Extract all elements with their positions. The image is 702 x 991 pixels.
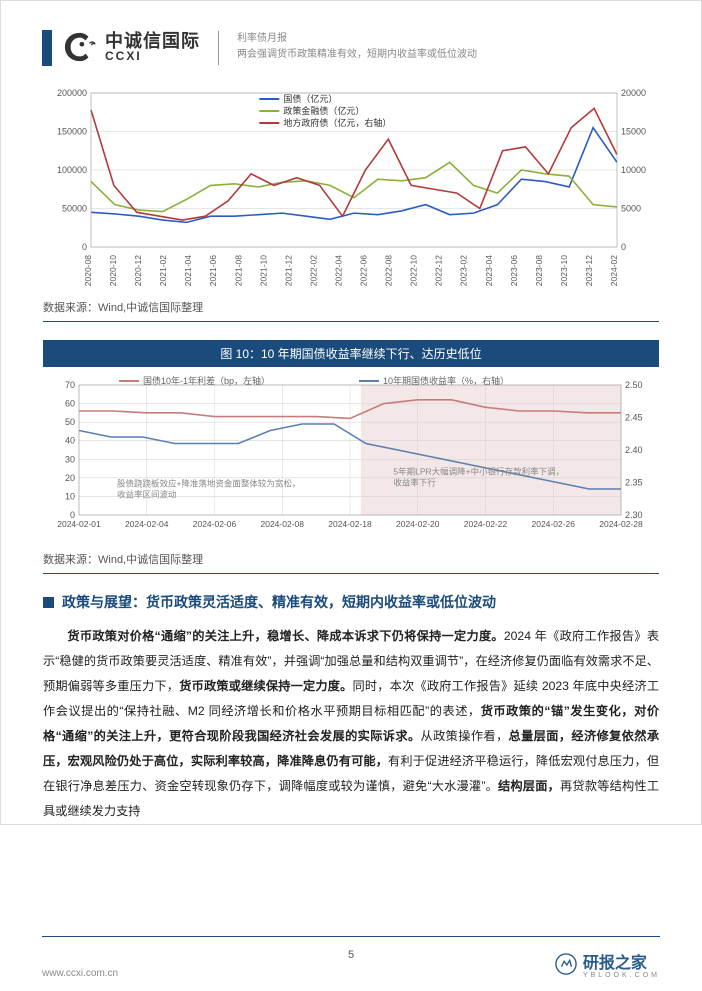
watermark: 研报之家 YBLOOK.COM bbox=[555, 949, 660, 979]
svg-text:2021-06: 2021-06 bbox=[208, 255, 218, 286]
header-divider bbox=[218, 31, 219, 65]
footer-rule bbox=[42, 936, 660, 937]
svg-text:2024-02-20: 2024-02-20 bbox=[396, 519, 440, 529]
svg-text:2022-06: 2022-06 bbox=[359, 255, 369, 286]
svg-text:2020-12: 2020-12 bbox=[133, 255, 143, 286]
svg-text:100000: 100000 bbox=[57, 165, 87, 175]
svg-text:2022-08: 2022-08 bbox=[384, 255, 394, 286]
logo-text: 中诚信国际 CCXI bbox=[105, 32, 200, 62]
svg-text:5000: 5000 bbox=[621, 204, 641, 214]
svg-text:2.50: 2.50 bbox=[625, 380, 643, 390]
logo-en: CCXI bbox=[105, 50, 200, 62]
svg-text:10: 10 bbox=[65, 491, 75, 501]
section-heading: 政策与展望：货币政策灵活适度、精准有效，短期内收益率或低位波动 bbox=[43, 592, 659, 612]
svg-text:2023-04: 2023-04 bbox=[484, 255, 494, 286]
svg-text:地方政府债（亿元，右轴）: 地方政府债（亿元，右轴） bbox=[283, 117, 391, 128]
bullet-square-icon bbox=[43, 597, 54, 608]
page-header: 中诚信国际 CCXI 利率债月报 两会强调货币政策精准有效，短期内收益率或低位波… bbox=[43, 31, 659, 75]
chart2-svg: 0102030405060702.302.352.402.452.502024-… bbox=[43, 367, 661, 547]
svg-text:2020-08: 2020-08 bbox=[83, 255, 93, 286]
svg-text:2022-12: 2022-12 bbox=[434, 255, 444, 286]
svg-text:2024-02-01: 2024-02-01 bbox=[57, 519, 101, 529]
svg-text:2021-12: 2021-12 bbox=[283, 255, 293, 286]
svg-text:150000: 150000 bbox=[57, 127, 87, 137]
chart1-source: 数据来源：Wind,中诚信国际整理 bbox=[43, 295, 659, 322]
footer-url: www.ccxi.com.cn bbox=[42, 968, 118, 979]
svg-text:0: 0 bbox=[621, 242, 626, 252]
svg-text:2.40: 2.40 bbox=[625, 445, 643, 455]
svg-text:70: 70 bbox=[65, 380, 75, 390]
svg-text:2024-02-26: 2024-02-26 bbox=[532, 519, 576, 529]
svg-text:10年期国债收益率（%，右轴）: 10年期国债收益率（%，右轴） bbox=[383, 375, 509, 386]
svg-text:2021-04: 2021-04 bbox=[183, 255, 193, 286]
svg-text:2024-02-04: 2024-02-04 bbox=[125, 519, 169, 529]
chart2-title-bar: 图 10：10 年期国债收益率继续下行、达历史低位 bbox=[43, 340, 659, 367]
svg-text:2.35: 2.35 bbox=[625, 478, 643, 488]
svg-text:60: 60 bbox=[65, 399, 75, 409]
svg-text:收益率下行: 收益率下行 bbox=[393, 478, 436, 488]
svg-text:2022-02: 2022-02 bbox=[308, 255, 318, 286]
svg-text:国债10年-1年利差（bp，左轴）: 国债10年-1年利差（bp，左轴） bbox=[143, 375, 270, 386]
svg-text:30: 30 bbox=[65, 454, 75, 464]
ccxi-logo-icon bbox=[61, 31, 99, 63]
svg-text:收益率区间波动: 收益率区间波动 bbox=[117, 489, 177, 499]
svg-text:15000: 15000 bbox=[621, 127, 646, 137]
svg-text:2021-10: 2021-10 bbox=[258, 255, 268, 286]
header-meta: 利率债月报 两会强调货币政策精准有效，短期内收益率或低位波动 bbox=[237, 31, 477, 63]
svg-text:2.45: 2.45 bbox=[625, 413, 643, 423]
svg-text:50000: 50000 bbox=[62, 204, 87, 214]
svg-text:2023-08: 2023-08 bbox=[534, 255, 544, 286]
svg-text:2024-02-28: 2024-02-28 bbox=[599, 519, 643, 529]
svg-text:2021-08: 2021-08 bbox=[233, 255, 243, 286]
chart2-container: 0102030405060702.302.352.402.452.502024-… bbox=[43, 367, 659, 547]
svg-text:股债跷跷板效应+降准落地资金面整体较为宽松，: 股债跷跷板效应+降准落地资金面整体较为宽松， bbox=[117, 478, 300, 488]
body-paragraph: 货币政策对价格“通缩”的关注上升，稳增长、降成本诉求下仍将保持一定力度。2024… bbox=[43, 624, 659, 824]
svg-text:2021-02: 2021-02 bbox=[158, 255, 168, 286]
watermark-sub: YBLOOK.COM bbox=[583, 972, 660, 979]
chart1-container: 0 50000 100000 150000 200000 0 5000 10000 15000 2… bbox=[43, 85, 659, 295]
watermark-text: 研报之家 bbox=[583, 949, 660, 973]
svg-text:10000: 10000 bbox=[621, 165, 646, 175]
svg-text:2023-10: 2023-10 bbox=[559, 255, 569, 286]
chart2-source: 数据来源：Wind,中诚信国际整理 bbox=[43, 547, 659, 574]
logo-block: 中诚信国际 CCXI bbox=[61, 31, 200, 63]
svg-text:50: 50 bbox=[65, 417, 75, 427]
svg-text:2020-10: 2020-10 bbox=[108, 255, 118, 286]
svg-text:2024-02-08: 2024-02-08 bbox=[261, 519, 305, 529]
svg-text:20: 20 bbox=[65, 473, 75, 483]
svg-text:5年期LPR大幅调降+中小银行存款利率下调，: 5年期LPR大幅调降+中小银行存款利率下调， bbox=[393, 467, 564, 477]
svg-text:2023-06: 2023-06 bbox=[509, 255, 519, 286]
svg-text:2022-10: 2022-10 bbox=[409, 255, 419, 286]
svg-text:200000: 200000 bbox=[57, 88, 87, 98]
header-accent-bar bbox=[42, 30, 52, 66]
svg-text:2023-12: 2023-12 bbox=[584, 255, 594, 286]
page-root: 中诚信国际 CCXI 利率债月报 两会强调货币政策精准有效，短期内收益率或低位波… bbox=[0, 0, 702, 825]
watermark-icon bbox=[555, 953, 577, 975]
svg-text:2023-02: 2023-02 bbox=[459, 255, 469, 286]
section-heading-text: 政策与展望：货币政策灵活适度、精准有效，短期内收益率或低位波动 bbox=[62, 592, 496, 612]
svg-text:2024-02-18: 2024-02-18 bbox=[328, 519, 372, 529]
footer: www.ccxi.com.cn 研报之家 YBLOOK.COM bbox=[42, 943, 660, 979]
header-line2: 两会强调货币政策精准有效，短期内收益率或低位波动 bbox=[237, 47, 477, 63]
svg-text:20000: 20000 bbox=[621, 88, 646, 98]
svg-text:40: 40 bbox=[65, 436, 75, 446]
svg-text:0: 0 bbox=[82, 242, 87, 252]
svg-text:国债（亿元）: 国债（亿元） bbox=[283, 93, 337, 104]
svg-text:2024-02: 2024-02 bbox=[609, 255, 619, 286]
svg-text:2024-02-22: 2024-02-22 bbox=[464, 519, 508, 529]
logo-cn: 中诚信国际 bbox=[105, 32, 200, 50]
svg-text:2024-02-06: 2024-02-06 bbox=[193, 519, 237, 529]
header-line1: 利率债月报 bbox=[237, 31, 477, 47]
chart1-svg: 0 50000 100000 150000 200000 0 5000 10000 15000 2… bbox=[43, 85, 661, 295]
svg-text:2022-04: 2022-04 bbox=[333, 255, 343, 286]
watermark-text-block: 研报之家 YBLOOK.COM bbox=[583, 949, 660, 979]
svg-text:政策金融债（亿元）: 政策金融债（亿元） bbox=[283, 105, 364, 116]
